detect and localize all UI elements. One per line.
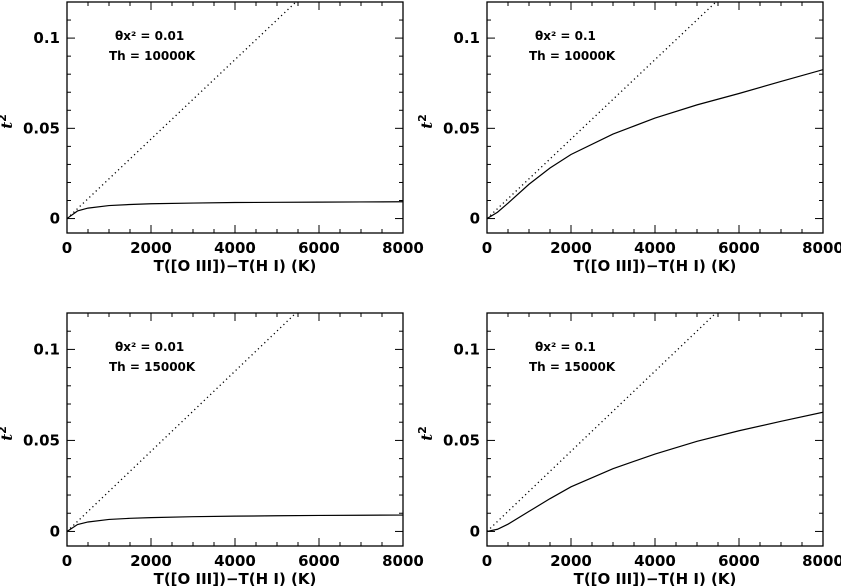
x-tick-label: 4000: [214, 239, 256, 257]
y-tick-label: 0.1: [33, 340, 60, 358]
y-axis-label: t2: [416, 114, 436, 129]
y-tick-label: 0.05: [23, 431, 60, 449]
x-tick-label: 4000: [214, 552, 256, 570]
y-tick-label: 0.05: [23, 119, 60, 137]
x-tick-label: 8000: [802, 239, 841, 257]
x-axis-label: T([O III])−T(H I) (K): [154, 570, 317, 587]
annotation-theta: θx² = 0.01: [115, 29, 184, 43]
x-tick-label: 6000: [718, 239, 760, 257]
x-tick-label: 4000: [634, 552, 676, 570]
x-tick-label: 8000: [802, 552, 841, 570]
annotation-theta: θx² = 0.1: [535, 340, 596, 354]
y-tick-label: 0.05: [443, 431, 480, 449]
x-tick-label: 2000: [550, 552, 592, 570]
y-tick-label: 0: [470, 210, 480, 228]
y-tick-label: 0.05: [443, 119, 480, 137]
x-tick-label: 2000: [130, 552, 172, 570]
panel-bottom-left: 0 2000 4000 6000 8000 0 0.05 0.1 T([O III])−T(H …: [0, 312, 424, 587]
y-tick-label: 0: [470, 522, 480, 540]
x-tick-label: 2000: [130, 239, 172, 257]
series-line-solid: [67, 514, 403, 532]
x-tick-label: 8000: [382, 552, 424, 570]
y-tick-label: 0: [50, 210, 60, 228]
series-line-solid: [487, 69, 823, 220]
y-axis-label: t2: [416, 426, 436, 441]
annotation-th: Th = 15000K: [529, 360, 616, 374]
y-tick-label: 0.1: [33, 29, 60, 47]
x-tick-label: 0: [62, 239, 72, 257]
x-axis-label: T([O III])−T(H I) (K): [574, 570, 737, 587]
y-tick-label: 0.1: [453, 340, 480, 358]
annotation-th: Th = 15000K: [109, 360, 196, 374]
annotation-th: Th = 10000K: [529, 49, 616, 63]
x-tick-label: 0: [482, 239, 492, 257]
x-tick-label: 6000: [298, 239, 340, 257]
x-tick-label: 0: [62, 552, 72, 570]
annotation-theta: θx² = 0.01: [115, 340, 184, 354]
series-line-solid: [67, 201, 403, 220]
x-tick-label: 6000: [718, 552, 760, 570]
panel-top-left: 0 2000 4000 6000 8000 0 0.05 0.1 T([O III])−T(H …: [0, 1, 424, 275]
x-axis-label: T([O III])−T(H I) (K): [154, 257, 317, 275]
y-tick-label: 0.1: [453, 29, 480, 47]
y-axis-label: t2: [0, 114, 16, 129]
y-axis-label: t2: [0, 426, 16, 441]
annotation-th: Th = 10000K: [109, 49, 196, 63]
x-tick-label: 6000: [298, 552, 340, 570]
panel-bottom-right: 0 2000 4000 6000 8000 0 0.05 0.1 T([O III])−T(H …: [416, 312, 841, 587]
series-line-dotted: [487, 313, 717, 532]
series-line-solid: [487, 411, 823, 533]
x-tick-label: 8000: [382, 239, 424, 257]
x-tick-label: 2000: [550, 239, 592, 257]
panel-top-right: 0 2000 4000 6000 8000 0 0.05 0.1 T([O III])−T(H …: [416, 1, 841, 275]
annotation-theta: θx² = 0.1: [535, 29, 596, 43]
x-tick-label: 0: [482, 552, 492, 570]
x-axis-label: T([O III])−T(H I) (K): [574, 257, 737, 275]
y-tick-label: 0: [50, 522, 60, 540]
x-tick-label: 4000: [634, 239, 676, 257]
